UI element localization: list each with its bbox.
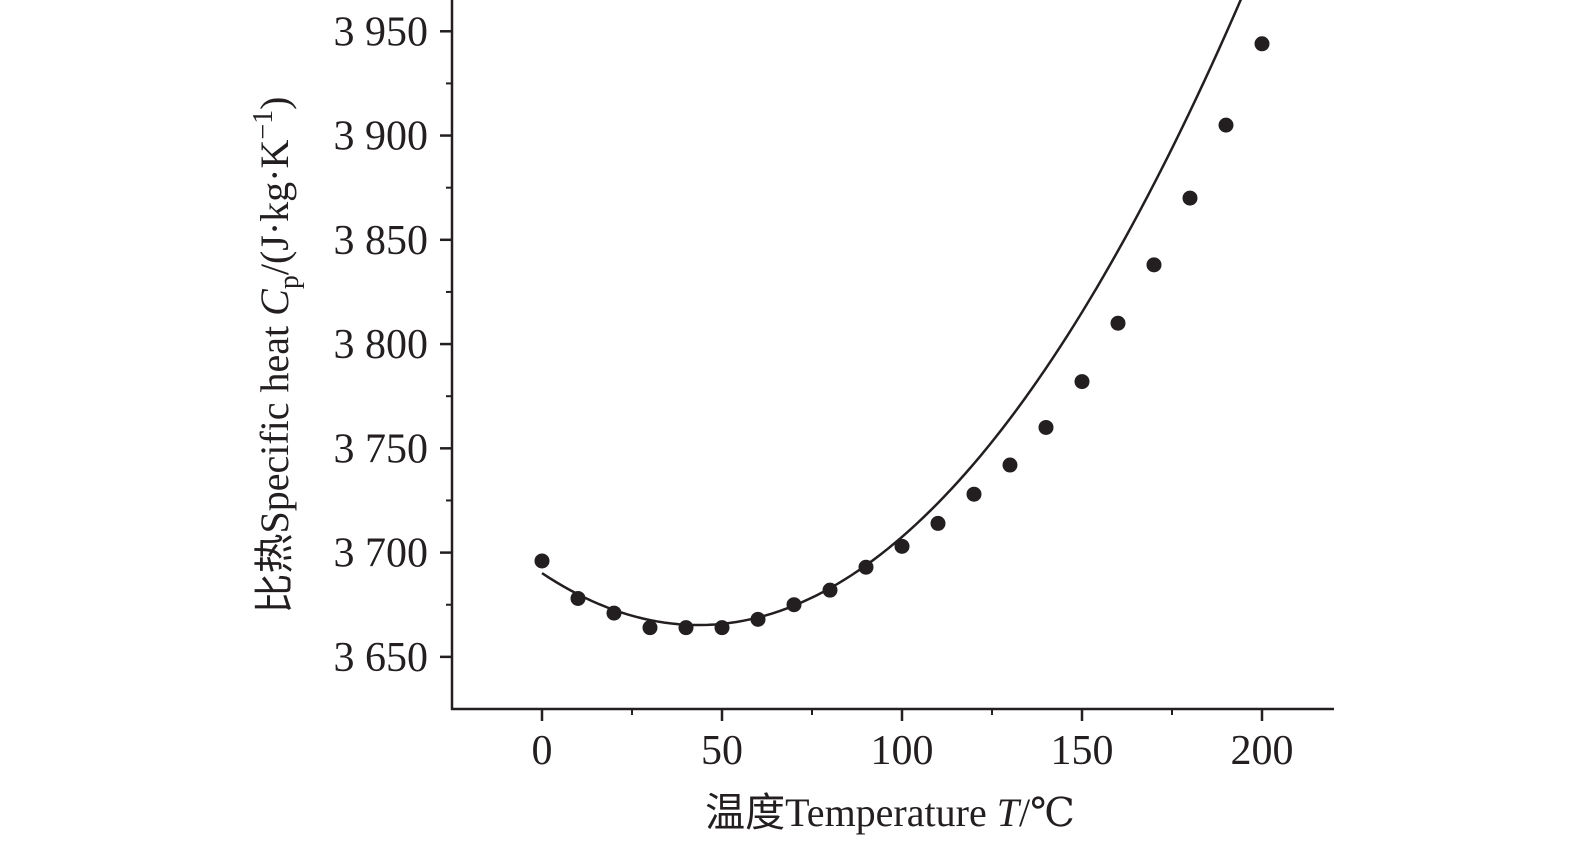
data-point: [606, 605, 622, 621]
data-point: [714, 620, 730, 636]
x-axis-title: 温度Temperature T/℃: [705, 790, 1075, 835]
x-axis-title-symbol: T: [997, 790, 1022, 835]
data-point: [642, 620, 658, 636]
data-point: [786, 597, 802, 613]
x-tick-label: 200: [1231, 728, 1294, 774]
x-axis-title-text: 温度Temperature: [705, 790, 997, 835]
data-point: [570, 590, 586, 606]
data-point: [858, 559, 874, 575]
fit-curve-layer: [541, 0, 1243, 627]
y-tick-label: 3 750: [334, 426, 429, 472]
axes: [450, 0, 1334, 711]
x-tick-label: 150: [1051, 728, 1114, 774]
data-point: [1074, 374, 1090, 390]
data-point: [930, 515, 946, 531]
y-tick-label: 3 700: [334, 531, 429, 577]
data-point: [966, 486, 982, 502]
y-axis-title-superscript: −1: [248, 110, 279, 140]
y-tick-label: 3 650: [334, 635, 429, 681]
data-point: [1002, 457, 1018, 473]
tick-labels: 0 50 100 150 200 3 650 3 700 3 750 3 800 3 850 3 9…: [334, 9, 1294, 774]
data-point: [1146, 257, 1162, 273]
y-axis-title: 比热Specific heat Cp/(J·kg·K−1): [248, 96, 305, 613]
data-point: [1254, 36, 1270, 52]
data-point: [750, 611, 766, 627]
data-points: [534, 36, 1270, 636]
data-point: [822, 582, 838, 598]
x-tick-label: 0: [532, 728, 553, 774]
y-axis-title-unit: /(J·kg·K: [252, 140, 297, 276]
data-point: [1110, 315, 1126, 331]
x-tick-label: 50: [701, 728, 743, 774]
y-axis-title-close: ): [252, 96, 297, 109]
ticks: [440, 30, 1264, 721]
y-tick-label: 3 800: [334, 322, 429, 368]
y-axis-title-text: 比热Specific heat: [252, 316, 297, 614]
data-point: [1038, 419, 1054, 435]
data-point: [1218, 117, 1234, 133]
fit-curve: [541, 0, 1243, 627]
x-tick-label: 100: [871, 728, 934, 774]
data-point: [1182, 190, 1198, 206]
y-tick-label: 3 950: [334, 9, 429, 55]
data-point: [894, 538, 910, 554]
y-axis-title-symbol: C: [252, 288, 297, 316]
y-axis-title-subscript: p: [274, 275, 305, 289]
data-point: [534, 553, 550, 569]
x-axis-title-unit: /℃: [1019, 790, 1075, 835]
y-tick-label: 3 850: [334, 218, 429, 264]
data-point: [678, 620, 694, 636]
y-tick-label: 3 900: [334, 114, 429, 160]
